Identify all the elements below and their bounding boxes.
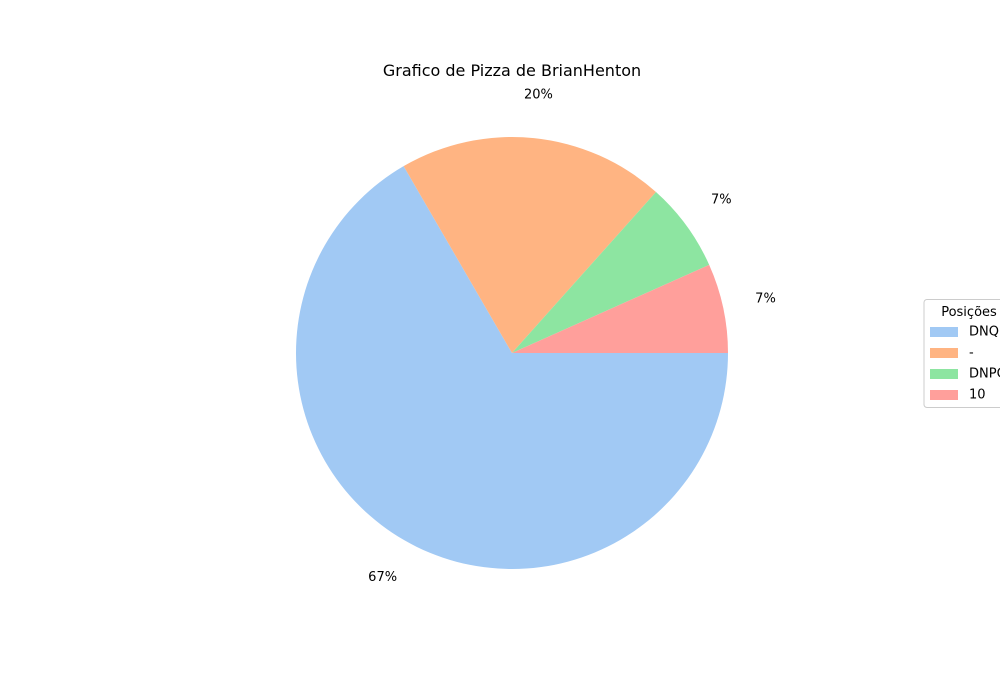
legend-items: DNQ - DNPQ 10 — [930, 325, 1000, 403]
legend-swatch-dnpq — [930, 369, 958, 379]
pie-slice-dash — [403, 136, 656, 353]
legend-label-10: 10 — [969, 388, 986, 403]
legend-frame — [923, 299, 1000, 408]
percent-label-dash: 20% — [524, 88, 553, 103]
legend-swatch-dnq — [930, 327, 958, 337]
chart-title: Grafico de Pizza de BrianHenton — [383, 61, 641, 80]
legend-label-dnpq: DNPQ — [969, 367, 1000, 382]
pie-slices — [296, 136, 728, 570]
pie-slice-dnq — [296, 166, 728, 570]
legend-title: Posições — [941, 305, 997, 320]
legend: Posições DNQ - DNPQ 10 — [923, 299, 1000, 408]
percent-labels: 67% 20% 7% 7% — [368, 88, 776, 585]
percent-label-10: 7% — [755, 291, 776, 306]
legend-label-dnq: DNQ — [969, 325, 999, 340]
legend-swatch-dash — [930, 348, 958, 358]
percent-label-dnq: 67% — [368, 570, 397, 585]
pie-slice-dnpq — [512, 191, 710, 353]
legend-swatch-10 — [930, 390, 958, 400]
legend-label-dash: - — [969, 346, 974, 361]
pie-slice-10 — [512, 264, 728, 353]
percent-label-dnpq: 7% — [711, 193, 732, 208]
